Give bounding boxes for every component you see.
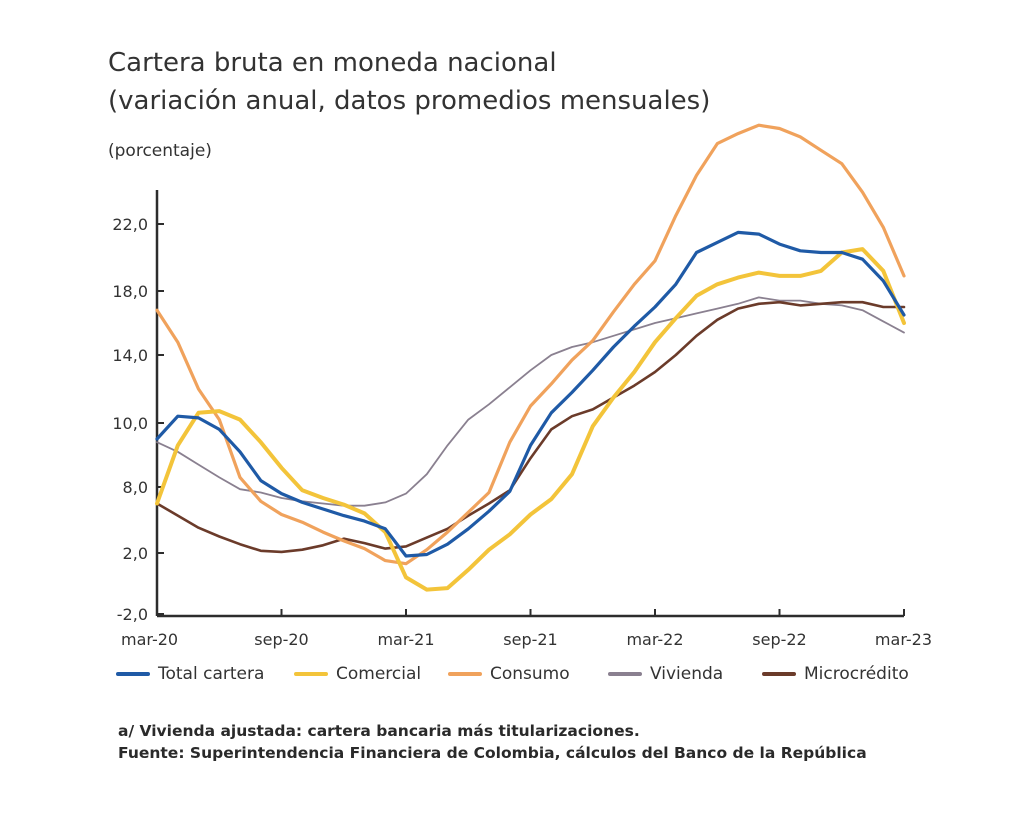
legend-label: Microcrédito (804, 664, 909, 684)
x-tick-label: mar-23 (875, 630, 932, 649)
legend-label: Comercial (336, 664, 422, 684)
title-line-1: Cartera bruta en moneda nacional (108, 48, 557, 78)
legend-swatch (294, 672, 328, 676)
y-tick-label: 8,0 (123, 478, 148, 497)
legend-item: Microcrédito (762, 662, 909, 686)
series-line-comercial (155, 247, 906, 592)
legend-item: Total cartera (116, 662, 264, 686)
chart-notes: a/ Vivienda ajustada: cartera bancaria m… (118, 720, 867, 764)
x-tick-label: mar-22 (626, 630, 683, 649)
legend-label: Vivienda (650, 664, 724, 684)
y-tick-label: 2,0 (123, 544, 148, 563)
y-tick-label: 18,0 (112, 282, 148, 301)
x-tick-label: sep-22 (752, 630, 806, 649)
series-line-microcredito (155, 300, 906, 554)
footnote: a/ Vivienda ajustada: cartera bancaria m… (118, 722, 640, 740)
legend-item: Vivienda (608, 662, 723, 686)
legend-swatch (762, 672, 796, 676)
legend-swatch (448, 672, 482, 676)
y-tick-label: 14,0 (112, 346, 148, 365)
x-tick-label: sep-20 (254, 630, 308, 649)
source-note: Fuente: Superintendencia Financiera de C… (118, 744, 867, 762)
legend-label: Consumo (490, 664, 570, 684)
series-line-vivienda (156, 296, 905, 507)
legend-label: Total cartera (158, 664, 265, 684)
x-tick-label: mar-20 (121, 630, 178, 649)
chart-title: Cartera bruta en moneda nacional (variac… (108, 44, 710, 120)
y-unit-label: (porcentaje) (108, 141, 212, 161)
x-tick-label: sep-21 (503, 630, 557, 649)
title-line-2: (variación anual, datos promedios mensua… (108, 86, 711, 116)
y-tick-label: 10,0 (112, 414, 148, 433)
x-tick-label: mar-21 (377, 630, 434, 649)
series-line-total-cartera (155, 230, 906, 558)
legend-item: Comercial (294, 662, 421, 686)
line-chart: -2,0 2,0 8,0 10,0 14,0 18,0 22,0 mar-20 sep-20 ma… (112, 123, 932, 649)
legend-swatch (608, 672, 642, 676)
legend-swatch (116, 672, 150, 676)
legend-item: Consumo (448, 662, 570, 686)
series-line-consumo (155, 123, 906, 566)
y-tick-label: -2,0 (117, 605, 148, 624)
y-tick-label: 22,0 (112, 215, 148, 234)
